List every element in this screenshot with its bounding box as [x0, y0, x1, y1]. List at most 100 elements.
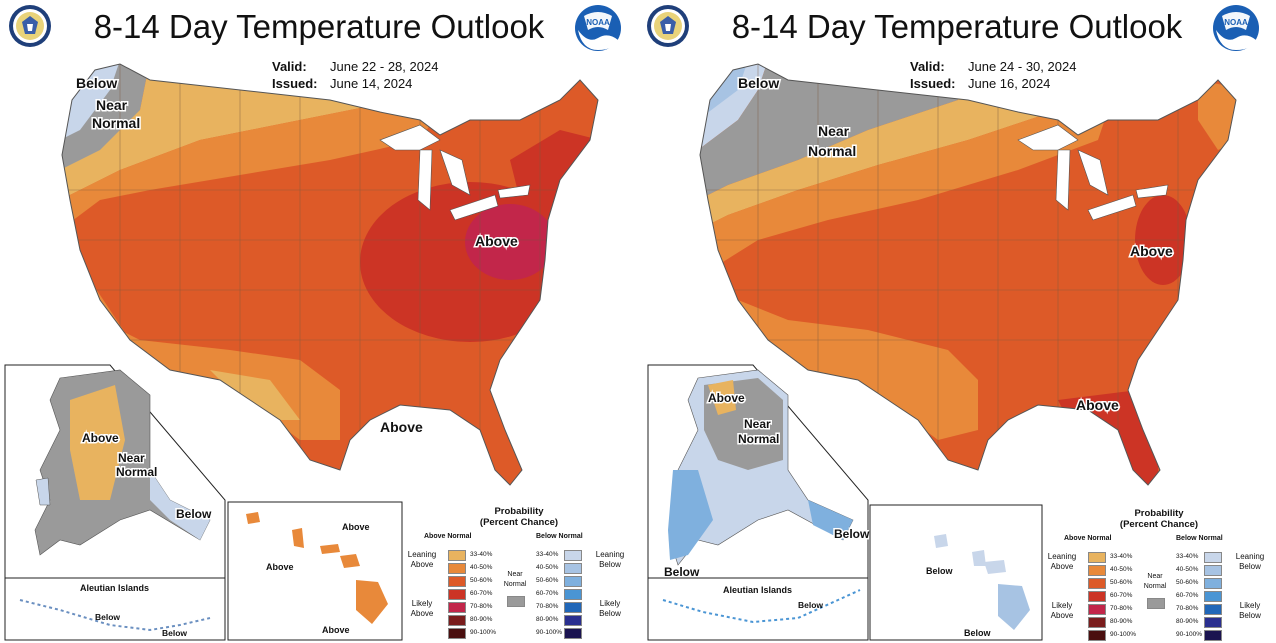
- label-below-nw: Below: [76, 75, 117, 91]
- legend-below-range: 33-40%: [1176, 553, 1199, 560]
- legend-above-range: 90-100%: [1110, 631, 1137, 638]
- legend-leaning-below-2: Below: [599, 560, 621, 569]
- legend-below-range: 60-70%: [1176, 592, 1199, 599]
- legend-likely-above-2: Above: [410, 609, 434, 618]
- issued-label: Issued:: [272, 76, 318, 91]
- issued-value: June 16, 2024: [968, 76, 1051, 91]
- alaska-inset: Above Near Normal Below: [4, 364, 226, 579]
- legend-near-1: Near: [507, 571, 523, 578]
- legend-above-range: 50-60%: [470, 577, 493, 584]
- label-near-nw-2: Normal: [92, 115, 140, 131]
- legend-above-range: 40-50%: [470, 564, 493, 571]
- label-aleutian-below-1: Below: [95, 612, 120, 622]
- alaska-inset: Above Near Normal Below Below: [647, 364, 872, 581]
- noaa-logo-icon: NOAA: [575, 5, 621, 51]
- legend-likely-above-1: Likely: [1051, 601, 1073, 610]
- legend-below-range: 50-60%: [1176, 579, 1199, 586]
- legend-below-range: 70-80%: [536, 603, 559, 610]
- legend-below-range: 40-50%: [536, 564, 559, 571]
- legend-likely-below-2: Below: [599, 609, 621, 618]
- valid-label: Valid:: [910, 59, 945, 74]
- label-below-nw: Below: [738, 75, 779, 91]
- legend-leaning-above-2: Above: [410, 560, 434, 569]
- hawaii-inset: Above Above Above: [227, 501, 403, 641]
- date-block: Valid: June 24 - 30, 2024 Issued: June 16,…: [910, 58, 1076, 92]
- legend-above-swatch: [1088, 630, 1106, 641]
- legend-likely-below-1: Likely: [599, 599, 621, 608]
- legend-above-header: Above Normal: [424, 533, 472, 540]
- legend-below-swatch: [564, 563, 582, 574]
- label-ak-below-sw: Below: [664, 565, 700, 579]
- page-title: 8-14 Day Temperature Outlook: [93, 8, 545, 45]
- conus-map: Below Near Normal Above Above Above Near…: [4, 63, 599, 641]
- label-aleutian-below-1: Below: [798, 600, 823, 610]
- legend-title-1: Probability: [1134, 508, 1184, 519]
- label-ak-near-1: Near: [744, 417, 771, 431]
- legend-above-swatch: [448, 550, 466, 561]
- label-ak-above: Above: [82, 431, 119, 445]
- probability-legend: Probability (Percent Chance) Above Normal…: [404, 506, 634, 641]
- valid-value: June 22 - 28, 2024: [330, 59, 439, 74]
- legend-above-swatch: [1088, 604, 1106, 615]
- legend-likely-below-2: Below: [1239, 611, 1261, 620]
- legend-above-swatch: [448, 563, 466, 574]
- label-hi-below-2: Below: [964, 628, 992, 638]
- label-near-nw-1: Near: [818, 123, 850, 139]
- legend-above-swatch: [1088, 552, 1106, 563]
- svg-text:NOAA: NOAA: [1224, 18, 1248, 27]
- legend-above-swatch: [448, 576, 466, 587]
- legend-near-2: Normal: [1143, 583, 1167, 590]
- legend-above-range: 33-40%: [1110, 553, 1133, 560]
- legend-above-range: 60-70%: [1110, 592, 1133, 599]
- legend-above-range: 80-90%: [1110, 618, 1133, 625]
- label-ak-above: Above: [708, 391, 745, 405]
- legend-above-swatch: [1088, 591, 1106, 602]
- valid-label: Valid:: [272, 59, 307, 74]
- legend-leaning-below-1: Leaning: [1235, 552, 1265, 561]
- doc-seal-icon: [647, 5, 689, 47]
- legend-above-range: 60-70%: [470, 590, 493, 597]
- doc-seal-icon: [9, 5, 51, 47]
- legend-below-swatch: [1204, 565, 1222, 576]
- valid-value: June 24 - 30, 2024: [968, 59, 1077, 74]
- outlook-panel-june-22-28: NOAA 8-14 Day Temperature Outlook Valid:…: [4, 5, 634, 641]
- legend-near-swatch: [1147, 598, 1165, 609]
- legend-below-swatch: [564, 576, 582, 587]
- legend-above-swatch: [448, 602, 466, 613]
- label-ak-near-1: Near: [118, 451, 145, 465]
- legend-above-header: Above Normal: [1064, 535, 1112, 542]
- label-ak-below: Below: [176, 507, 212, 521]
- legend-above-range: 33-40%: [470, 551, 493, 558]
- legend-above-range: 90-100%: [470, 629, 497, 636]
- legend-below-range: 90-100%: [536, 629, 563, 636]
- legend-below-range: 50-60%: [536, 577, 559, 584]
- legend-below-range: 80-90%: [1176, 618, 1199, 625]
- legend-above-range: 50-60%: [1110, 579, 1133, 586]
- legend-above-swatch: [448, 628, 466, 639]
- aleutian-title: Aleutian Islands: [80, 583, 149, 593]
- legend-below-range: 40-50%: [1176, 566, 1199, 573]
- legend-above-swatch: [448, 615, 466, 626]
- legend-likely-above-1: Likely: [411, 599, 433, 608]
- legend-above-range: 70-80%: [1110, 605, 1133, 612]
- legend-below-swatch: [1204, 617, 1222, 628]
- hawaii-inset: Below Below: [869, 504, 1043, 641]
- aleutian-title: Aleutian Islands: [723, 585, 792, 595]
- legend-title-2: (Percent Chance): [1119, 519, 1199, 530]
- legend-below-swatch: [564, 602, 582, 613]
- page-title: 8-14 Day Temperature Outlook: [731, 8, 1183, 45]
- issued-label: Issued:: [910, 76, 956, 91]
- label-above-center: Above: [475, 233, 518, 249]
- legend-below-swatch: [564, 550, 582, 561]
- legend-below-header: Below Normal: [1176, 535, 1223, 542]
- legend-above-swatch: [448, 589, 466, 600]
- issued-value: June 14, 2024: [330, 76, 413, 91]
- conus-map: Below Near Normal Above Above Above Near…: [647, 63, 1237, 641]
- legend-likely-above-2: Above: [1050, 611, 1074, 620]
- legend-above-range: 80-90%: [470, 616, 493, 623]
- label-above-south: Above: [380, 419, 423, 435]
- label-ak-below: Below: [834, 527, 870, 541]
- legend-near-swatch: [507, 596, 525, 607]
- aleutian-inset: Aleutian Islands Below Below: [4, 577, 226, 641]
- legend-below-range: 90-100%: [1176, 631, 1203, 638]
